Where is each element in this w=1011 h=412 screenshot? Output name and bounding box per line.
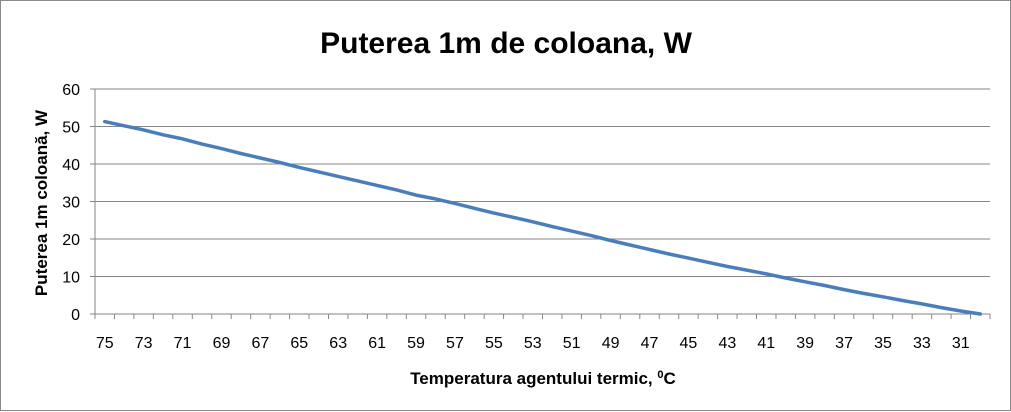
x-axis-title: Temperatura agentului termic, 0C (410, 369, 676, 388)
x-tick-label: 35 (874, 335, 892, 352)
y-tick-label: 40 (62, 157, 80, 174)
x-tick-label: 47 (641, 335, 659, 352)
x-tick-label: 69 (213, 335, 231, 352)
x-tick-label: 73 (135, 335, 153, 352)
y-tick-labels: 0 10 20 30 40 50 60 (62, 82, 80, 324)
x-tick-label: 75 (96, 335, 114, 352)
x-tick-label: 45 (680, 335, 698, 352)
x-tick-label: 65 (290, 335, 308, 352)
axes (90, 88, 991, 319)
x-tick-labels: 75 73 71 69 67 65 63 61 59 57 55 53 51 49 47 45 43 41 39 37… (96, 335, 970, 352)
x-tick-label: 63 (329, 335, 347, 352)
grid-lines (95, 88, 990, 277)
x-tick-label: 55 (485, 335, 503, 352)
x-tick-label: 71 (174, 335, 192, 352)
x-tick-label: 59 (407, 335, 425, 352)
x-axis-title-unit: C (664, 369, 676, 388)
x-tick-label: 61 (368, 335, 386, 352)
x-tick-label: 67 (251, 335, 269, 352)
y-tick-label: 60 (62, 82, 80, 99)
x-tick-label: 57 (446, 335, 464, 352)
series-layer (102, 119, 983, 316)
x-tick-label: 37 (835, 335, 853, 352)
y-tick-label: 0 (71, 307, 80, 324)
y-axis-title: Puterea 1m coloană, W (32, 109, 51, 296)
x-tick-label: 43 (718, 335, 736, 352)
x-tick-label: 33 (913, 335, 931, 352)
chart-title: Puterea 1m de coloana, W (320, 27, 692, 60)
x-tick-label: 39 (796, 335, 814, 352)
x-axis-title-text: Temperatura agentului termic, (410, 369, 657, 388)
y-tick-label: 10 (62, 270, 80, 287)
x-tick-label: 41 (757, 335, 775, 352)
x-axis-title-superscript: 0 (657, 369, 663, 381)
x-tick-label: 31 (952, 335, 970, 352)
y-tick-label: 30 (62, 195, 80, 212)
series-line (102, 119, 983, 316)
x-tick-label: 49 (602, 335, 620, 352)
y-tick-label: 20 (62, 232, 80, 249)
x-tick-label: 53 (524, 335, 542, 352)
y-tick-label: 50 (62, 120, 80, 137)
x-tick-label: 51 (563, 335, 581, 352)
